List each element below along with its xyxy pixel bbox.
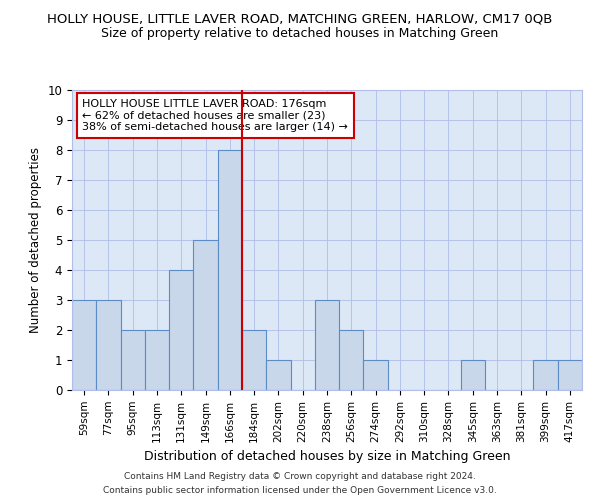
Bar xyxy=(558,360,582,390)
Text: Contains public sector information licensed under the Open Government Licence v3: Contains public sector information licen… xyxy=(103,486,497,495)
Bar xyxy=(193,240,218,390)
Bar xyxy=(72,300,96,390)
Bar xyxy=(339,330,364,390)
Bar xyxy=(461,360,485,390)
Bar xyxy=(218,150,242,390)
Text: Size of property relative to detached houses in Matching Green: Size of property relative to detached ho… xyxy=(101,28,499,40)
Bar xyxy=(145,330,169,390)
Text: HOLLY HOUSE LITTLE LAVER ROAD: 176sqm
← 62% of detached houses are smaller (23)
: HOLLY HOUSE LITTLE LAVER ROAD: 176sqm ← … xyxy=(82,99,348,132)
X-axis label: Distribution of detached houses by size in Matching Green: Distribution of detached houses by size … xyxy=(144,450,510,463)
Text: Contains HM Land Registry data © Crown copyright and database right 2024.: Contains HM Land Registry data © Crown c… xyxy=(124,472,476,481)
Text: HOLLY HOUSE, LITTLE LAVER ROAD, MATCHING GREEN, HARLOW, CM17 0QB: HOLLY HOUSE, LITTLE LAVER ROAD, MATCHING… xyxy=(47,12,553,26)
Bar xyxy=(533,360,558,390)
Bar xyxy=(242,330,266,390)
Bar xyxy=(315,300,339,390)
Bar xyxy=(364,360,388,390)
Y-axis label: Number of detached properties: Number of detached properties xyxy=(29,147,42,333)
Bar xyxy=(121,330,145,390)
Bar xyxy=(96,300,121,390)
Bar xyxy=(169,270,193,390)
Bar xyxy=(266,360,290,390)
